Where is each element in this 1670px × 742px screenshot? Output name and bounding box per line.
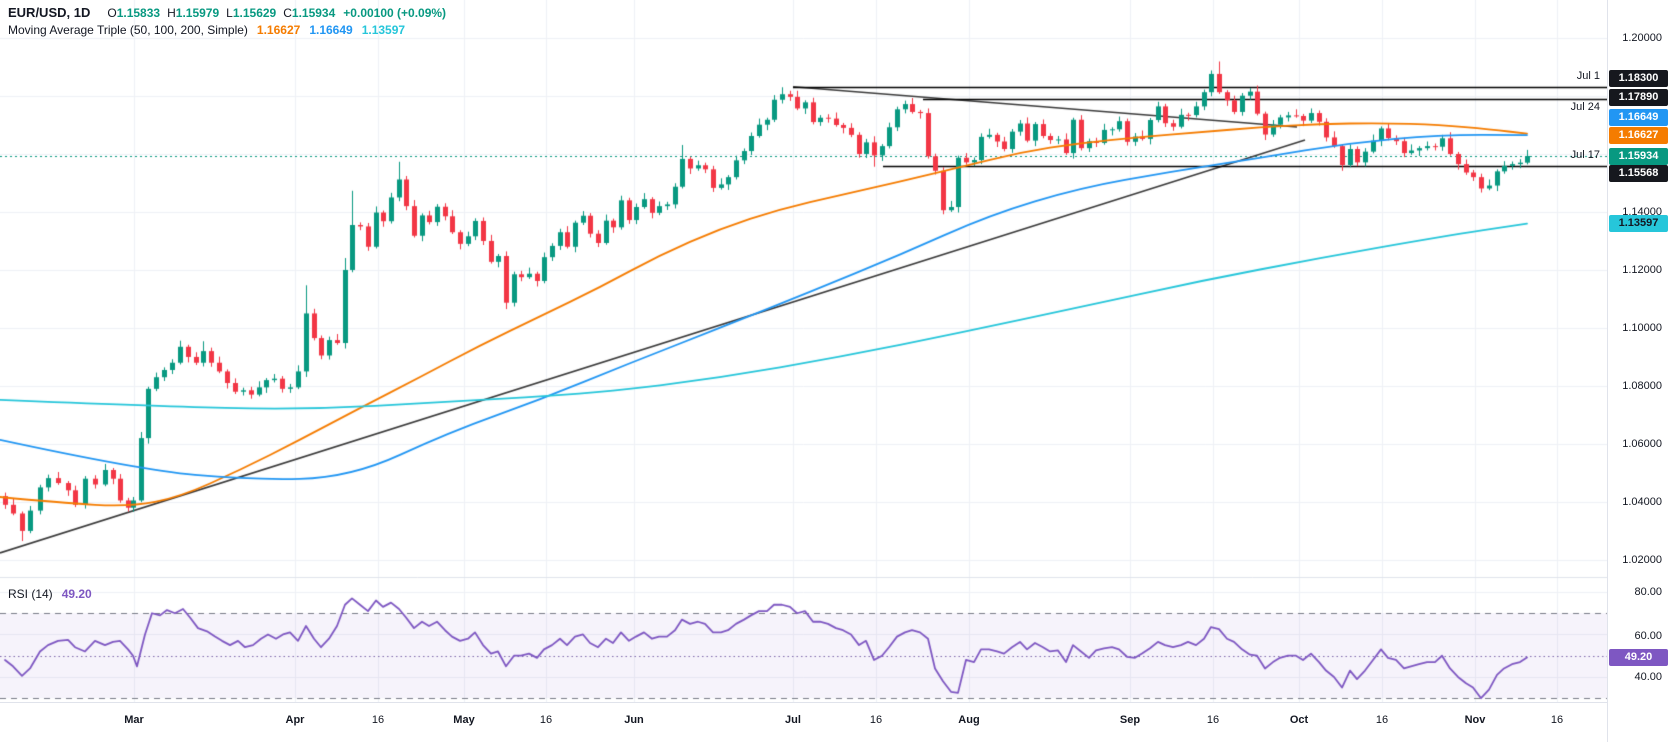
price-axis-badge: 1.13597 xyxy=(1609,214,1668,232)
price-axis-label: 1.02000 xyxy=(1622,554,1662,566)
price-axis-label: 1.08000 xyxy=(1622,380,1662,392)
time-axis-label: Aug xyxy=(958,714,980,726)
price-axis-label: 80.00 xyxy=(1634,586,1662,598)
time-axis-label: Nov xyxy=(1464,714,1486,726)
time-axis-label: 16 xyxy=(1206,714,1220,726)
low-value: 1.15629 xyxy=(232,6,277,20)
time-axis-label: 16 xyxy=(1375,714,1389,726)
low-label: L xyxy=(226,6,233,20)
rsi-indicator-label[interactable]: RSI (14) xyxy=(8,587,53,601)
ma-legend-row: Moving Average Triple (50, 100, 200, Sim… xyxy=(8,23,446,41)
price-axis-badge: 1.17890 xyxy=(1609,88,1668,106)
time-axis-label: May xyxy=(453,714,475,726)
time-axis-label: 16 xyxy=(539,714,553,726)
time-axis-label: Mar xyxy=(124,714,144,726)
price-axis-label: 1.20000 xyxy=(1622,32,1662,44)
price-line-label-jul-17[interactable]: Jul 17 xyxy=(1570,149,1600,161)
price-axis-badge: 49.20 xyxy=(1609,648,1668,666)
time-axis-label: Apr xyxy=(285,714,305,726)
time-axis-label: Jun xyxy=(624,714,644,726)
open-label: O xyxy=(107,6,117,20)
rsi-value: 49.20 xyxy=(61,587,92,601)
price-axis-label: 1.06000 xyxy=(1622,438,1662,450)
price-axis-badge: 1.15568 xyxy=(1609,164,1668,182)
rsi-legend-row: RSI (14) 49.20 xyxy=(8,587,92,605)
price-axis-label: 40.00 xyxy=(1634,671,1662,683)
price-axis[interactable]: 1.20000 1.14000 1.12000 1.10000 1.08000 1.060… xyxy=(1607,0,1670,742)
price-axis-badge: 1.18300 xyxy=(1609,69,1668,87)
time-axis-label: Sep xyxy=(1119,714,1141,726)
ma50-value: 1.16627 xyxy=(256,23,301,37)
ma-indicator-label[interactable]: Moving Average Triple (50, 100, 200, Sim… xyxy=(8,23,248,37)
symbol-title[interactable]: EUR/USD, 1D xyxy=(8,5,91,20)
ma200-value: 1.13597 xyxy=(361,23,406,37)
change-value: +0.00100 (+0.09%) xyxy=(343,6,447,20)
time-axis[interactable]: Mar Apr 16 May 16 Jun Jul 16 Aug Sep 16 Oct 16 Nov 16 xyxy=(0,702,1607,742)
price-axis-label: 60.00 xyxy=(1634,630,1662,642)
price-axis-label: 1.04000 xyxy=(1622,496,1662,508)
close-value: 1.15934 xyxy=(291,6,336,20)
chart-legend: EUR/USD, 1D O 1.15833 H 1.15979 L 1.15629 C… xyxy=(8,5,446,41)
symbol-legend-row: EUR/USD, 1D O 1.15833 H 1.15979 L 1.15629 C… xyxy=(8,5,446,23)
price-axis-badge: 1.16649 xyxy=(1609,108,1668,126)
high-value: 1.15979 xyxy=(175,6,220,20)
time-axis-label: 16 xyxy=(1550,714,1564,726)
time-axis-label: Oct xyxy=(1289,714,1309,726)
open-value: 1.15833 xyxy=(116,6,161,20)
price-axis-badge: 1.15934 xyxy=(1609,147,1668,165)
price-axis-badge: 1.16627 xyxy=(1609,126,1668,144)
time-axis-label: 16 xyxy=(371,714,385,726)
ma100-value: 1.16649 xyxy=(309,23,353,37)
high-label: H xyxy=(167,6,176,20)
time-axis-label: Jul xyxy=(785,714,801,726)
ray-label-jul-24[interactable]: Jul 24 xyxy=(1570,101,1600,113)
ray-label-jul-1[interactable]: Jul 1 xyxy=(1576,70,1600,82)
price-axis-label: 1.10000 xyxy=(1622,322,1662,334)
time-axis-label: 16 xyxy=(869,714,883,726)
price-axis-label: 1.12000 xyxy=(1622,264,1662,276)
close-label: C xyxy=(283,6,292,20)
